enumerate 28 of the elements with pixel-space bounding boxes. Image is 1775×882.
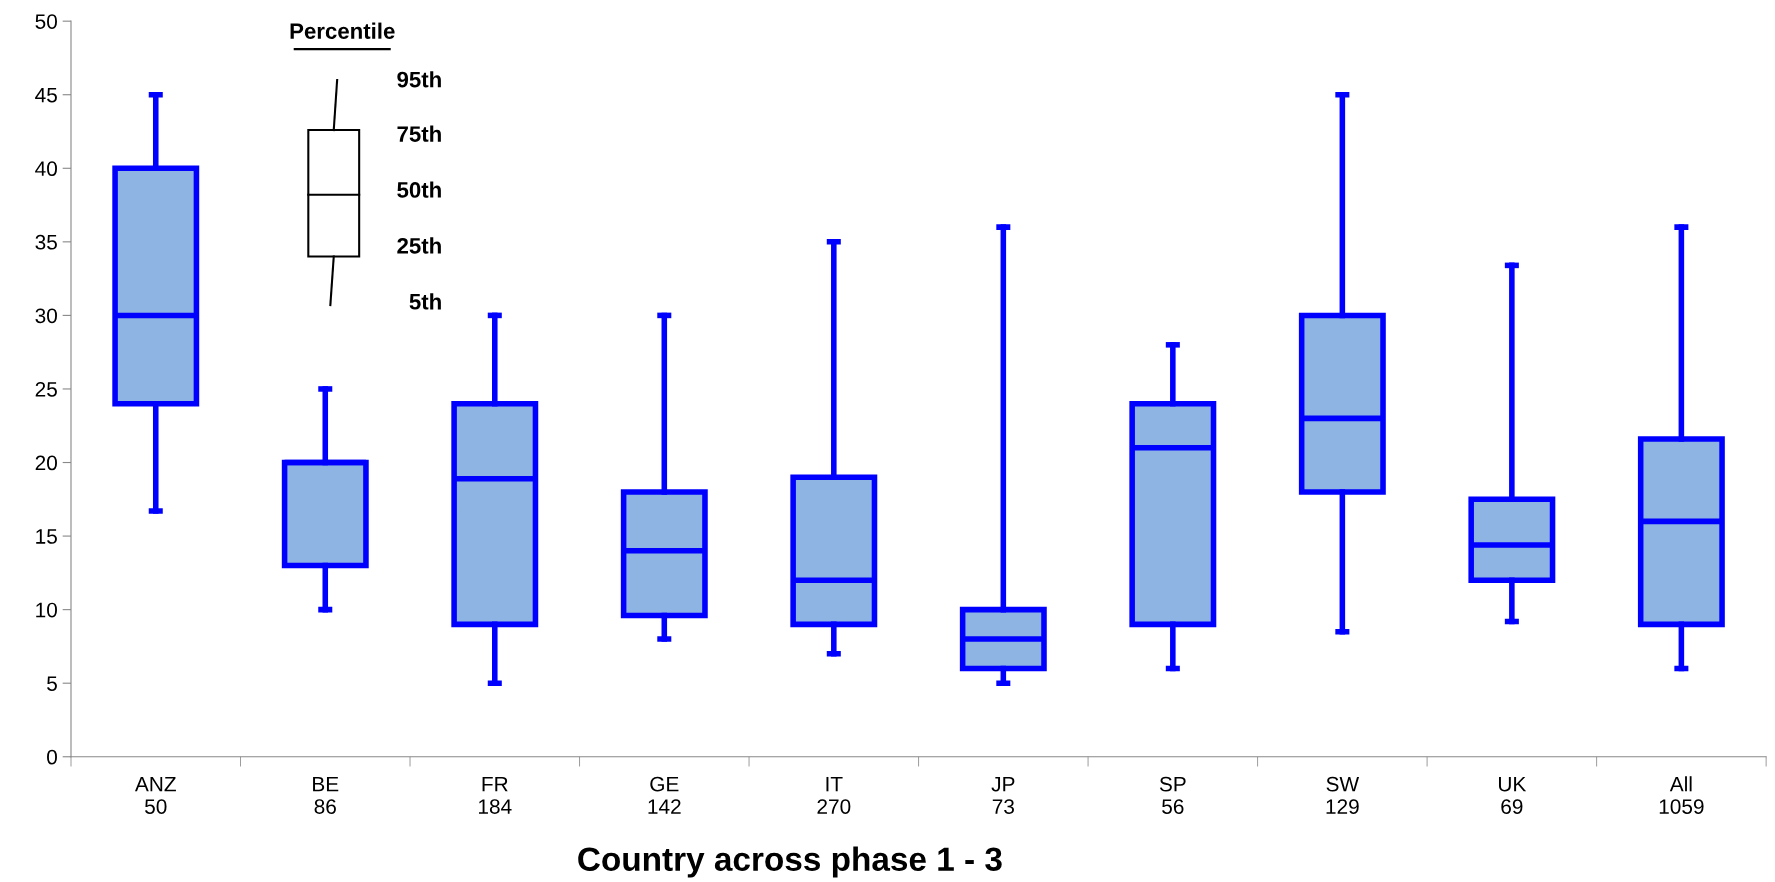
annotation: 25th [397,237,441,254]
x-tick-label: ANZ 50 [134,776,176,814]
y-tick-label: 5 [47,676,57,691]
y-tick-label: 20 [35,455,57,471]
annotation: 95th [397,71,441,88]
annotation: Percentile [290,22,395,39]
x-tick-label: UK 69 [1498,776,1527,814]
y-tick-label: 35 [35,234,57,250]
x-tick-label: SW 129 [1326,776,1360,814]
y-tick-label: 0 [47,749,57,765]
x-tick-label: SP 56 [1159,776,1186,814]
y-tick-label: 30 [35,308,57,324]
y-tick-label: 25 [35,381,57,397]
y-tick-label: 45 [35,87,57,103]
x-tick-label: JP 73 [991,776,1015,814]
x-tick-label: BE 86 [313,776,339,814]
x-tick-label: IT 270 [817,776,851,814]
annotation: 75th [397,125,441,142]
x-tick-label: All 1059 [1659,776,1704,814]
x-tick-label: GE 142 [648,776,681,814]
y-tick-label: 15 [36,529,57,544]
y-tick-label: 10 [36,602,57,618]
annotation: 50th [397,181,441,198]
x-tick-label: FR 184 [478,776,512,814]
annotation: 5th [409,293,441,310]
x-axis-title: Country across phase 1 - 3 [578,846,1002,878]
y-tick-label: 50 [35,14,57,29]
y-tick-label: 40 [35,161,57,177]
